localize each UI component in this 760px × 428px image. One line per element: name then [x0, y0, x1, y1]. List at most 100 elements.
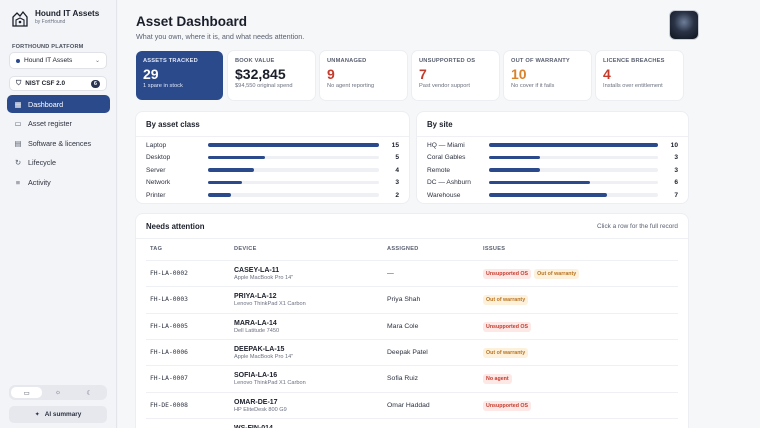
table-row[interactable]: WS-FIN-014	[146, 417, 678, 428]
sidebar-item-dashboard[interactable]: ▦ Dashboard	[7, 95, 110, 113]
issue-badge: Unsupported OS	[483, 400, 532, 411]
stat-card-unsupported-os[interactable]: UNSUPPORTED OS 7 Past vendor support	[412, 51, 499, 100]
bar-row: Network 3	[146, 178, 399, 188]
sidebar-item-label: Lifecycle	[28, 158, 56, 167]
stat-label: OUT OF WARRANTY	[511, 58, 570, 64]
ai-summary-button[interactable]: ✦ AI summary	[9, 406, 107, 423]
sidebar-item-label: Asset register	[28, 119, 72, 128]
document-icon: ▤	[14, 138, 22, 148]
stat-label: UNSUPPORTED OS	[419, 58, 476, 64]
table-row[interactable]: FH-LA-0007 SOFIA-LA-16 Lenovo ThinkPad X1 …	[146, 365, 678, 391]
stat-card-book-value[interactable]: BOOK VALUE $32,845 $94,550 original spend	[228, 51, 315, 100]
device-cell: MARA-LA-14 Dell Latitude 7450	[234, 320, 279, 334]
theme-system-button[interactable]: ▭	[11, 387, 43, 398]
panel-title: By site	[427, 120, 453, 129]
bar-row: Remote 3	[427, 165, 678, 175]
sidebar-item-label: Software & licences	[28, 138, 92, 148]
issues-cell: No agent	[483, 374, 512, 385]
stat-card-licence-breaches[interactable]: LICENCE BREACHES 4 Installs over entitleme…	[596, 51, 683, 100]
device-cell: CASEY-LA-11 Apple MacBook Pro 14"	[234, 267, 293, 281]
stat-label: LICENCE BREACHES	[603, 58, 665, 64]
assigned-user: —	[387, 270, 394, 277]
device-name: SOFIA-LA-16	[234, 372, 278, 380]
assigned-user: Mara Cole	[387, 322, 419, 330]
sidebar-item-software-licences[interactable]: ▤ Software & licences	[7, 134, 110, 152]
stat-cards: ASSETS TRACKED 29 1 spare in stock BOOK VAL…	[136, 51, 683, 100]
assigned-user: Priya Shah	[387, 296, 421, 304]
device-model: Apple MacBook Pro 14"	[234, 353, 294, 360]
table-row[interactable]: FH-LA-0002 CASEY-LA-11 Apple MacBook Pro 1…	[146, 260, 678, 286]
device-model: HP EliteDesk 800 G9	[234, 406, 287, 413]
device-name: DEEPAK-LA-15	[234, 345, 285, 353]
panel-title: By asset class	[146, 120, 200, 129]
issue-badge: Unsupported OS	[483, 269, 532, 279]
bar-row: Printer 2	[146, 190, 399, 200]
theme-light-button[interactable]: ☼	[42, 387, 73, 398]
table-row[interactable]: FH-DE-0008 OMAR-DE-17 HP EliteDesk 800 G9 O…	[146, 391, 678, 418]
issue-badge: Out of warranty	[534, 269, 580, 279]
stat-note: Past vendor support	[419, 83, 470, 89]
bar-track	[489, 168, 658, 172]
ai-summary-label: AI summary	[44, 411, 82, 418]
needs-attention-panel: Needs attention Click a row for the full…	[136, 214, 688, 428]
brand[interactable]: Hound IT Assets by FortHound	[10, 9, 99, 29]
sidebar-item-lifecycle[interactable]: ↻ Lifecycle	[7, 154, 110, 172]
main-content: Asset Dashboard What you own, where it i…	[118, 0, 760, 428]
sidebar-item-activity[interactable]: ≡ Activity	[7, 173, 110, 191]
issues-cell: Out of warranty	[483, 347, 529, 358]
bar-track	[208, 180, 379, 185]
stat-label: UNMANAGED	[327, 58, 367, 64]
by-asset-class-panel: By asset class Laptop 15 Desktop 5 Server 4 Ne…	[136, 112, 409, 203]
column-header-tag: TAG	[150, 246, 163, 252]
column-header-issues: ISSUES	[483, 246, 506, 252]
bar-count: 3	[674, 154, 678, 161]
refresh-icon: ↻	[14, 158, 22, 167]
bar-track	[208, 143, 379, 147]
bar-track	[208, 155, 379, 160]
bar-track	[489, 193, 658, 197]
asset-tag: FH-LA-0005	[150, 322, 188, 330]
bar-fill	[489, 155, 540, 160]
by-site-panel: By site HQ — Miami 10 Coral Gables 3 Remote 3…	[417, 112, 688, 203]
bar-row: Warehouse 7	[427, 190, 678, 200]
bar-count: 7	[674, 191, 678, 199]
table-row[interactable]: FH-LA-0005 MARA-LA-14 Dell Latitude 7450 Ma…	[146, 312, 678, 339]
bar-count: 6	[674, 179, 678, 186]
bar-label: Remote	[427, 166, 451, 174]
table-row[interactable]: FH-LA-0006 DEEPAK-LA-15 Apple MacBook Pro …	[146, 338, 678, 365]
theme-dark-button[interactable]: ☾	[74, 387, 105, 398]
issue-badge: Unsupported OS	[483, 321, 532, 332]
assigned-user: Sofia Ruiz	[387, 375, 418, 383]
org-select[interactable]: Hound IT Assets ⌄	[9, 52, 107, 69]
avatar[interactable]	[669, 10, 699, 40]
device-model: Dell Latitude 7450	[234, 327, 280, 334]
bar-row: Desktop 5	[146, 153, 399, 163]
bar-track	[489, 143, 658, 147]
sidebar-item-asset-register[interactable]: ▭ Asset register	[7, 115, 110, 133]
chevron-down-icon: ⌄	[94, 58, 100, 64]
divider	[136, 136, 409, 137]
stat-note: 1 spare in stock	[143, 83, 183, 89]
framework-selector[interactable]: ⛉ NIST CSF 2.0 6	[9, 76, 107, 91]
device-name: MARA-LA-14	[234, 319, 277, 327]
bar-fill	[208, 180, 243, 185]
assigned-user: Omar Haddad	[387, 401, 430, 409]
bar-count: 15	[391, 141, 399, 149]
bar-fill	[489, 193, 608, 197]
bar-count: 4	[395, 166, 399, 174]
framework-badge: 6	[90, 79, 100, 88]
list-icon: ≡	[15, 177, 21, 187]
asset-tag: FH-LA-0007	[150, 375, 188, 383]
column-header-device: DEVICE	[234, 246, 257, 252]
device-cell: WS-FIN-014	[234, 425, 273, 428]
stat-card-unmanaged[interactable]: UNMANAGED 9 No agent reporting	[320, 51, 407, 100]
column-header-assigned: ASSIGNED	[387, 246, 419, 252]
bar-track	[208, 168, 379, 172]
stat-card-out-of-warranty[interactable]: OUT OF WARRANTY 10 No cover if it fails	[504, 51, 591, 100]
device-cell: PRIYA-LA-12 Lenovo ThinkPad X1 Carbon	[234, 293, 306, 307]
stat-label: BOOK VALUE	[235, 58, 275, 64]
device-name: OMAR-DE-17	[234, 398, 278, 406]
table-hint: Click a row for the full record	[597, 223, 678, 230]
table-row[interactable]: FH-LA-0003 PRIYA-LA-12 Lenovo ThinkPad X1 …	[146, 286, 678, 312]
stat-card-assets-tracked[interactable]: ASSETS TRACKED 29 1 spare in stock	[136, 51, 223, 100]
